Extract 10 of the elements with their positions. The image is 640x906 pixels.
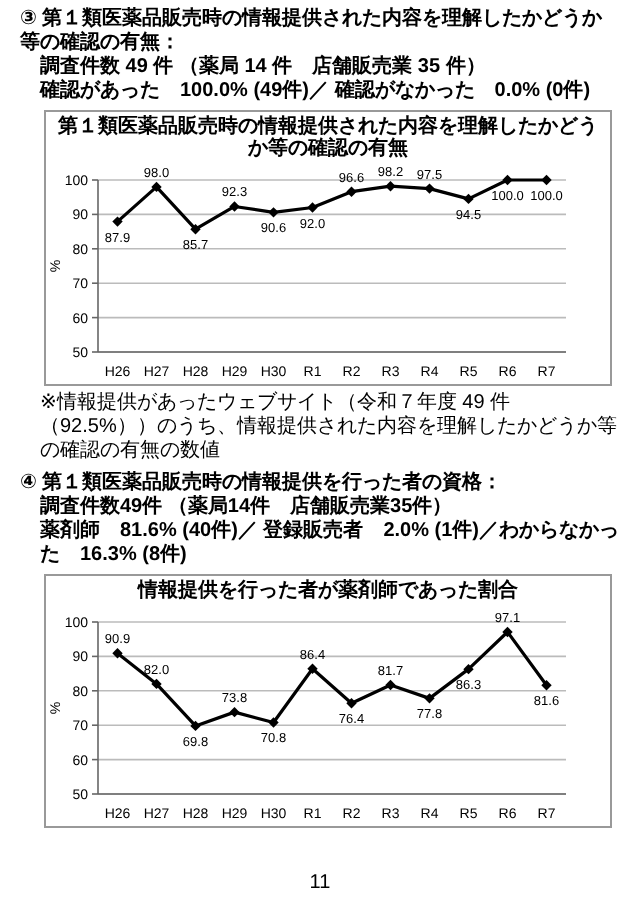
text: ③ 第１類医薬品販売時の情報提供された内容を理解したかどうか等の確認の有無： <box>20 8 605 54</box>
text: 調査件数49件 （薬局14件 店舗販売業35件） <box>38 496 455 518</box>
text: ④ 第１類医薬品販売時の情報提供を行った者の資格： <box>20 472 505 494</box>
text: ※情報提供があったウェブサイト（令和７年度 49 件（92.5%））のうち、情報提供された内容を理解したかどうか等の確認の有無の数値 <box>38 392 619 464</box>
text: 確認があった 100.0% (49件)／ 確認がなかった 0.0% (0件) <box>37 80 593 104</box>
text: 11 <box>307 872 333 894</box>
text: 薬剤師 81.6% (40件)／ 登録販売者 2.0% (1件)／わからなかった 16.3% (8件) <box>38 520 620 568</box>
chart-title: 第１類医薬品販売時の情報提供された内容を理解したかどうか等の確認の有無 <box>56 116 600 160</box>
chart-title: 情報提供を行った者が薬剤師であった割合 <box>135 580 520 602</box>
text: 調査件数 49 件 （薬局 14 件 店舗販売業 35 件） <box>38 56 488 79</box>
